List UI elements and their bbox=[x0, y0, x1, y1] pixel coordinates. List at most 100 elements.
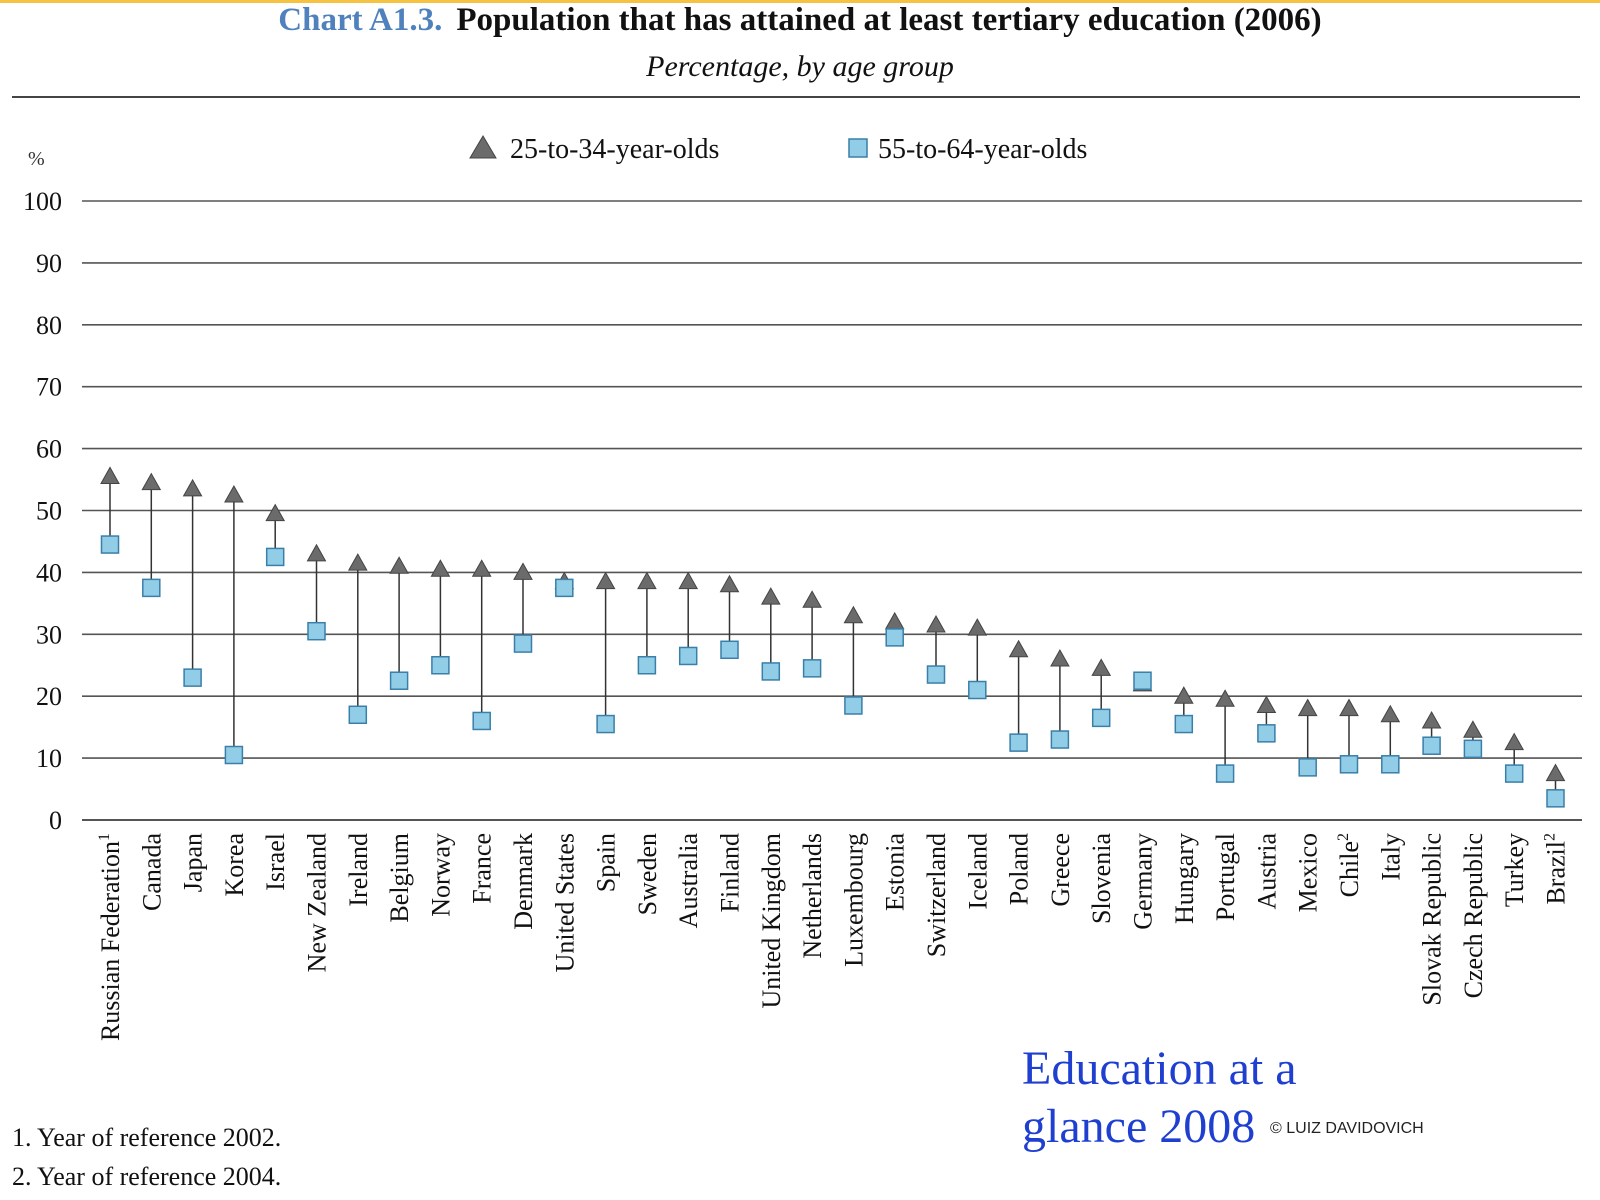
y-tick-label: 70 bbox=[36, 373, 62, 402]
x-category-label: Germany bbox=[1129, 833, 1158, 930]
y-tick-label: 100 bbox=[23, 187, 62, 216]
point-25-34 bbox=[1339, 698, 1359, 717]
x-category-label: Korea bbox=[220, 833, 249, 897]
point-55-64 bbox=[1339, 755, 1359, 774]
point-55-64 bbox=[1381, 755, 1400, 774]
y-tick-label: 20 bbox=[36, 682, 62, 711]
x-category-label: Japan bbox=[179, 833, 208, 892]
point-25-34 bbox=[1173, 686, 1194, 704]
point-25-34 bbox=[678, 571, 699, 590]
point-55-64 bbox=[720, 640, 739, 660]
point-25-34 bbox=[1256, 695, 1277, 713]
point-25-34 bbox=[802, 590, 822, 608]
point-25-34 bbox=[595, 571, 616, 590]
chart-subtitle: Percentage, by age group bbox=[646, 50, 954, 83]
footnote-2: 2. Year of reference 2004. bbox=[12, 1162, 282, 1191]
chart-title-text: Population that has attained at least te… bbox=[456, 2, 1322, 38]
copyright-notice: © LUIZ DAVIDOVICH bbox=[1270, 1120, 1424, 1137]
point-25-34 bbox=[347, 553, 368, 571]
point-25-34 bbox=[471, 559, 492, 577]
point-55-64 bbox=[596, 714, 615, 734]
point-55-64 bbox=[224, 745, 244, 765]
point-55-64 bbox=[348, 705, 368, 725]
point-55-64 bbox=[885, 628, 904, 647]
point-55-64 bbox=[1091, 708, 1111, 728]
x-category-label: Slovenia bbox=[1087, 833, 1116, 924]
source-watermark: Education at a glance 2008 bbox=[1022, 1040, 1297, 1156]
x-category-label: Chile2 bbox=[1335, 833, 1364, 897]
x-category-label: France bbox=[468, 833, 497, 904]
point-25-34 bbox=[513, 562, 533, 580]
x-category-label: Sweden bbox=[633, 833, 662, 915]
legend-triangle-marker bbox=[469, 135, 497, 159]
point-25-34 bbox=[100, 466, 120, 484]
point-55-64 bbox=[307, 621, 326, 641]
x-category-label: Canada bbox=[137, 833, 166, 911]
point-55-64 bbox=[555, 578, 574, 598]
x-category-label: Hungary bbox=[1170, 833, 1199, 924]
x-category-label: Russian Federation1 bbox=[96, 833, 125, 1041]
x-category-label: Slovak Republic bbox=[1418, 833, 1447, 1006]
x-category-label: Finland bbox=[716, 833, 745, 912]
point-25-34 bbox=[967, 618, 988, 636]
watermark-line-2: glance 2008 bbox=[1022, 1100, 1256, 1153]
y-tick-label: 80 bbox=[36, 311, 62, 340]
header-divider bbox=[12, 96, 1580, 98]
point-55-64 bbox=[431, 656, 450, 675]
point-25-34 bbox=[265, 503, 286, 522]
y-tick-label: 30 bbox=[36, 620, 62, 649]
point-25-34 bbox=[389, 556, 409, 574]
point-55-64 bbox=[389, 671, 409, 690]
point-55-64 bbox=[1009, 733, 1028, 752]
point-55-64 bbox=[1298, 758, 1317, 777]
point-25-34 bbox=[224, 485, 244, 503]
point-25-34 bbox=[926, 614, 946, 633]
point-55-64 bbox=[472, 711, 491, 731]
x-category-label: Norway bbox=[426, 833, 455, 917]
point-55-64 bbox=[926, 665, 946, 684]
point-55-64 bbox=[1257, 724, 1276, 743]
y-tick-label: 40 bbox=[36, 558, 62, 587]
point-55-64 bbox=[1174, 714, 1194, 734]
point-25-34 bbox=[719, 574, 740, 593]
point-25-34 bbox=[141, 472, 162, 491]
chart-label: Chart A1.3. bbox=[278, 2, 443, 38]
chart-title: Chart A1.3. Population that has attained … bbox=[0, 2, 1600, 39]
x-category-label: Mexico bbox=[1294, 833, 1323, 912]
point-25-34 bbox=[1421, 710, 1442, 729]
y-tick-label: 10 bbox=[36, 744, 62, 773]
y-axis-unit-label: % bbox=[28, 148, 45, 170]
point-55-64 bbox=[1422, 736, 1441, 755]
x-category-label: Spain bbox=[592, 833, 621, 892]
point-55-64 bbox=[761, 662, 781, 681]
x-category-label: Belgium bbox=[385, 833, 414, 923]
y-tick-label: 50 bbox=[36, 497, 62, 526]
point-25-34 bbox=[1050, 649, 1070, 667]
point-25-34 bbox=[1545, 763, 1566, 782]
point-55-64 bbox=[142, 578, 161, 598]
point-25-34 bbox=[1297, 698, 1318, 717]
legend-label-55-64: 55-to-64-year-olds bbox=[878, 134, 1087, 165]
x-category-label: Denmark bbox=[509, 833, 538, 930]
point-55-64 bbox=[1504, 764, 1524, 783]
x-category-label: United States bbox=[550, 833, 579, 972]
point-25-34 bbox=[1504, 732, 1525, 751]
point-25-34 bbox=[843, 605, 864, 624]
x-category-label: Luxembourg bbox=[839, 833, 868, 967]
point-25-34 bbox=[306, 543, 327, 562]
y-tick-label: 60 bbox=[36, 435, 62, 464]
x-category-label: Australia bbox=[674, 833, 703, 929]
point-25-34 bbox=[884, 611, 905, 630]
legend-label-25-34: 25-to-34-year-olds bbox=[510, 134, 719, 165]
point-55-64 bbox=[637, 656, 657, 675]
x-category-label: Italy bbox=[1376, 833, 1405, 881]
x-category-label: Austria bbox=[1252, 833, 1281, 910]
point-55-64 bbox=[1050, 730, 1070, 749]
footnote-1: 1. Year of reference 2002. bbox=[12, 1123, 282, 1152]
x-category-label: New Zealand bbox=[303, 833, 332, 972]
x-category-label: Israel bbox=[261, 833, 290, 891]
watermark-line-1: Education at a bbox=[1022, 1042, 1297, 1095]
point-25-34 bbox=[1091, 658, 1112, 676]
point-55-64 bbox=[1215, 764, 1235, 783]
point-55-64 bbox=[513, 634, 533, 653]
